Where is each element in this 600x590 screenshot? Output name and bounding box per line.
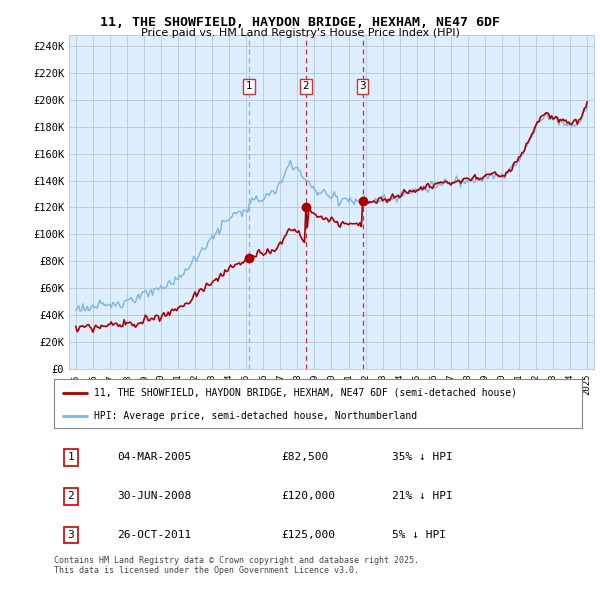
Text: 11, THE SHOWFIELD, HAYDON BRIDGE, HEXHAM, NE47 6DF: 11, THE SHOWFIELD, HAYDON BRIDGE, HEXHAM… bbox=[100, 16, 500, 29]
Text: 3: 3 bbox=[68, 530, 74, 540]
Text: 04-MAR-2005: 04-MAR-2005 bbox=[118, 453, 191, 462]
Text: £120,000: £120,000 bbox=[281, 491, 335, 501]
Text: 3: 3 bbox=[359, 81, 366, 91]
Text: Price paid vs. HM Land Registry's House Price Index (HPI): Price paid vs. HM Land Registry's House … bbox=[140, 28, 460, 38]
Text: 1: 1 bbox=[246, 81, 253, 91]
Text: £125,000: £125,000 bbox=[281, 530, 335, 540]
Text: 5% ↓ HPI: 5% ↓ HPI bbox=[392, 530, 446, 540]
Text: 35% ↓ HPI: 35% ↓ HPI bbox=[392, 453, 452, 462]
Text: 1: 1 bbox=[68, 453, 74, 462]
Text: 2: 2 bbox=[68, 491, 74, 501]
Text: 11, THE SHOWFIELD, HAYDON BRIDGE, HEXHAM, NE47 6DF (semi-detached house): 11, THE SHOWFIELD, HAYDON BRIDGE, HEXHAM… bbox=[94, 388, 517, 398]
Text: 2: 2 bbox=[302, 81, 309, 91]
Text: £82,500: £82,500 bbox=[281, 453, 328, 462]
Text: HPI: Average price, semi-detached house, Northumberland: HPI: Average price, semi-detached house,… bbox=[94, 411, 417, 421]
Text: 21% ↓ HPI: 21% ↓ HPI bbox=[392, 491, 452, 501]
Text: 30-JUN-2008: 30-JUN-2008 bbox=[118, 491, 191, 501]
Text: Contains HM Land Registry data © Crown copyright and database right 2025.
This d: Contains HM Land Registry data © Crown c… bbox=[54, 556, 419, 575]
Text: 26-OCT-2011: 26-OCT-2011 bbox=[118, 530, 191, 540]
